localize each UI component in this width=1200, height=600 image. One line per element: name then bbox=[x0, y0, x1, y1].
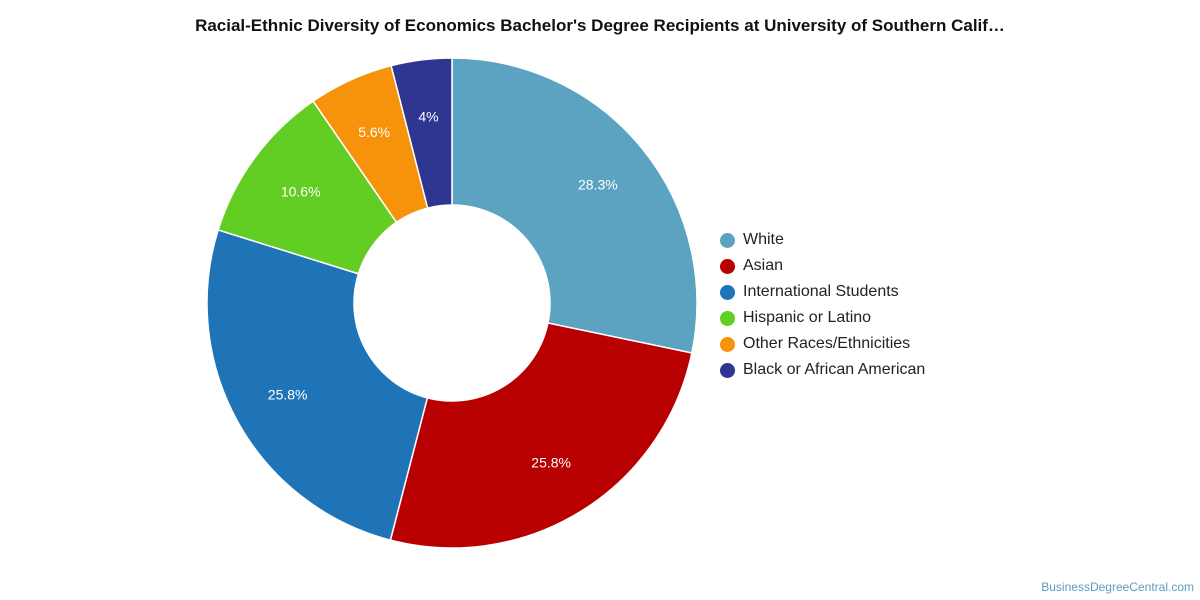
legend-item[interactable]: International Students bbox=[720, 279, 925, 305]
legend-swatch-icon bbox=[720, 284, 735, 300]
slice-label-5: 4% bbox=[418, 108, 438, 124]
legend-swatch-icon bbox=[720, 258, 735, 274]
legend-swatch-icon bbox=[720, 310, 735, 326]
legend-label: International Students bbox=[743, 283, 899, 300]
slice-label-2: 25.8% bbox=[268, 386, 308, 402]
legend-item[interactable]: Black or African American bbox=[720, 357, 925, 383]
slice-2[interactable] bbox=[206, 228, 429, 542]
legend-label: Hispanic or Latino bbox=[743, 309, 872, 326]
slice-label-3: 10.6% bbox=[281, 183, 321, 199]
legend-swatch-icon bbox=[720, 362, 735, 378]
legend-label: Other Races/Ethnicities bbox=[743, 335, 911, 352]
slice-label-0: 28.3% bbox=[578, 176, 618, 192]
chart-legend: White Asian International Students Hispanic… bbox=[720, 227, 925, 383]
source-credit[interactable]: BusinessDegreeCentral.com bbox=[1041, 580, 1194, 594]
legend-swatch-icon bbox=[720, 336, 735, 352]
slice-1[interactable] bbox=[389, 322, 693, 549]
legend-item[interactable]: Asian bbox=[720, 253, 925, 279]
slice-label-1: 25.8% bbox=[531, 455, 571, 471]
legend-label: White bbox=[743, 231, 784, 248]
legend-label: Black or African American bbox=[743, 361, 926, 378]
chart-title: Racial-Ethnic Diversity of Economics Bac… bbox=[195, 16, 1005, 35]
legend-swatch-icon bbox=[720, 232, 735, 248]
legend-item[interactable]: White bbox=[720, 227, 925, 253]
legend-item[interactable]: Other Races/Ethnicities bbox=[720, 331, 925, 357]
legend-item[interactable]: Hispanic or Latino bbox=[720, 305, 925, 331]
slice-5[interactable] bbox=[390, 57, 453, 209]
slice-0[interactable] bbox=[451, 57, 698, 354]
slice-3[interactable] bbox=[217, 100, 398, 275]
legend-label: Asian bbox=[743, 257, 784, 274]
slice-label-4: 5.6% bbox=[358, 124, 390, 140]
